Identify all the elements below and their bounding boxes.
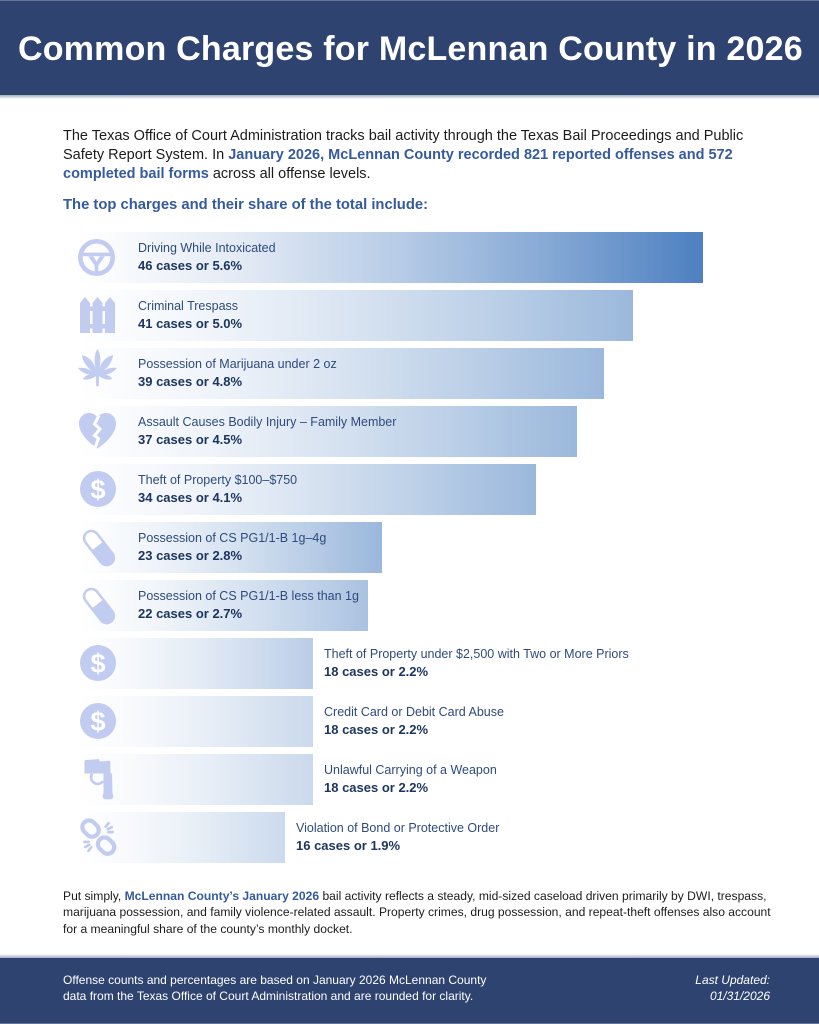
svg-text:$: $ [90,649,105,679]
svg-text:$: $ [90,707,105,737]
svg-text:$: $ [90,475,105,505]
